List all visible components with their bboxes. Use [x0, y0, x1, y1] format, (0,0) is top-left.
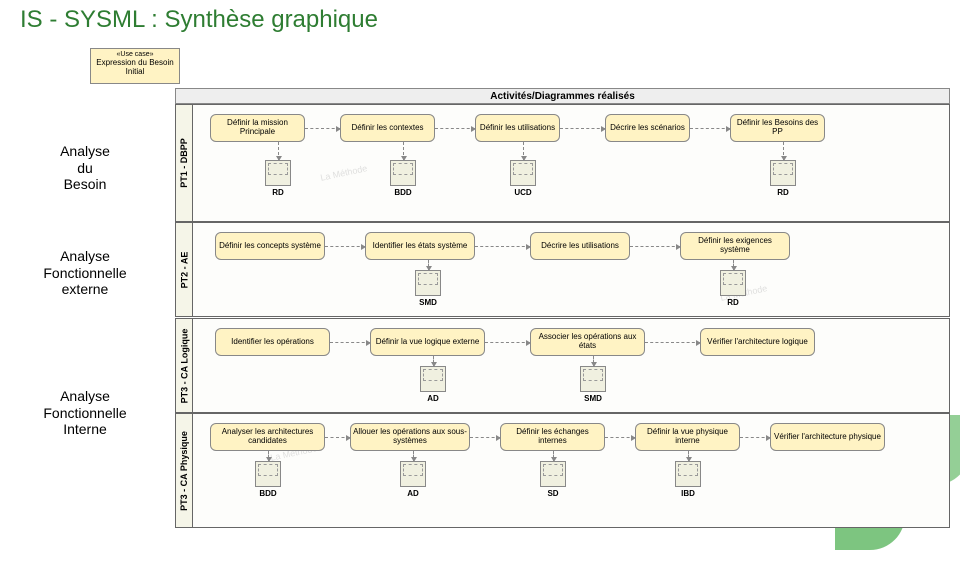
diagram-label: RD: [265, 188, 291, 197]
diagram-icon: [675, 461, 701, 487]
activity-box: Définir les Besoins des PP: [730, 114, 825, 142]
stereotype-label: «Use case»: [93, 51, 177, 58]
diagram-label: BDD: [390, 188, 416, 197]
flow-arrow: [690, 128, 730, 129]
flow-arrow-down: [523, 142, 524, 160]
top-usecase: «Use case» Expression du Besoin Initial: [90, 48, 180, 84]
activity-box: Décrire les scénarios: [605, 114, 690, 142]
vlabel-pt1: PT1 - DBPP: [175, 104, 193, 222]
vlabel-pt2: PT2 - AE: [175, 222, 193, 317]
flow-arrow: [605, 437, 635, 438]
flow-arrow-down: [783, 142, 784, 160]
flow-arrow: [645, 342, 700, 343]
activity-box: Vérifier l'architecture physique: [770, 423, 885, 451]
activity-box: Définir les concepts système: [215, 232, 325, 260]
row-label-analyse-besoin: AnalyseduBesoin: [20, 128, 150, 208]
flow-arrow: [485, 342, 530, 343]
diagram-icon: [415, 270, 441, 296]
flow-arrow-down: [428, 260, 429, 270]
flow-arrow: [325, 437, 350, 438]
diagram-label: RD: [720, 298, 746, 307]
diagram-label: UCD: [510, 188, 536, 197]
diagram-icon: [510, 160, 536, 186]
activity-box: Identifier les opérations: [215, 328, 330, 356]
table-header: Activités/Diagrammes réalisés: [175, 88, 950, 104]
diagram-icon: [720, 270, 746, 296]
vlabel-pt3p: PT3 - CA Physique: [175, 413, 193, 528]
activity-box: Décrire les utilisations: [530, 232, 630, 260]
activity-box: Identifier les états système: [365, 232, 475, 260]
activity-box: Définir les contextes: [340, 114, 435, 142]
flow-arrow-down: [278, 142, 279, 160]
flow-arrow-down: [268, 451, 269, 461]
diagram-icon: [580, 366, 606, 392]
diagram-icon: [265, 160, 291, 186]
row-label-afi: AnalyseFonctionnelleInterne: [20, 378, 150, 448]
flow-arrow: [325, 246, 365, 247]
diagram-icon: [390, 160, 416, 186]
activity-box: Vérifier l'architecture logique: [700, 328, 815, 356]
row-label-afe: AnalyseFonctionnelleexterne: [20, 238, 150, 308]
flow-arrow-down: [403, 142, 404, 160]
activity-box: Définir les échanges internes: [500, 423, 605, 451]
activity-box: Définir la vue physique interne: [635, 423, 740, 451]
flow-arrow: [435, 128, 475, 129]
diagram-icon: [255, 461, 281, 487]
activity-box: Définir la mission Principale: [210, 114, 305, 142]
flow-arrow-down: [733, 260, 734, 270]
vlabel-pt3l: PT3 - CA Logique: [175, 318, 193, 413]
diagram-label: SMD: [415, 298, 441, 307]
diagram-label: RD: [770, 188, 796, 197]
activity-box: Définir les exigences système: [680, 232, 790, 260]
diagram-icon: [420, 366, 446, 392]
flow-arrow-down: [593, 356, 594, 366]
activity-box: Analyser les architectures candidates: [210, 423, 325, 451]
flow-arrow-down: [553, 451, 554, 461]
flow-arrow: [630, 246, 680, 247]
diagram-icon: [770, 160, 796, 186]
page-title: IS - SYSML : Synthèse graphique: [20, 6, 378, 34]
flow-arrow: [475, 246, 530, 247]
flow-arrow-down: [433, 356, 434, 366]
activity-box: Associer les opérations aux états: [530, 328, 645, 356]
diagram-label: AD: [420, 394, 446, 403]
sysml-diagram: «Use case» Expression du Besoin Initial …: [20, 48, 950, 538]
diagram-label: SMD: [580, 394, 606, 403]
flow-arrow-down: [688, 451, 689, 461]
flow-arrow: [740, 437, 770, 438]
flow-arrow: [470, 437, 500, 438]
diagram-icon: [400, 461, 426, 487]
diagram-label: AD: [400, 489, 426, 498]
activity-box: Définir les utilisations: [475, 114, 560, 142]
usecase-label: Expression du Besoin Initial: [96, 58, 173, 76]
diagram-label: SD: [540, 489, 566, 498]
diagram-label: BDD: [255, 489, 281, 498]
flow-arrow-down: [413, 451, 414, 461]
activity-box: Définir la vue logique externe: [370, 328, 485, 356]
activity-box: Allouer les opérations aux sous-systèmes: [350, 423, 470, 451]
flow-arrow: [330, 342, 370, 343]
flow-arrow: [305, 128, 340, 129]
diagram-label: IBD: [675, 489, 701, 498]
diagram-icon: [540, 461, 566, 487]
flow-arrow: [560, 128, 605, 129]
